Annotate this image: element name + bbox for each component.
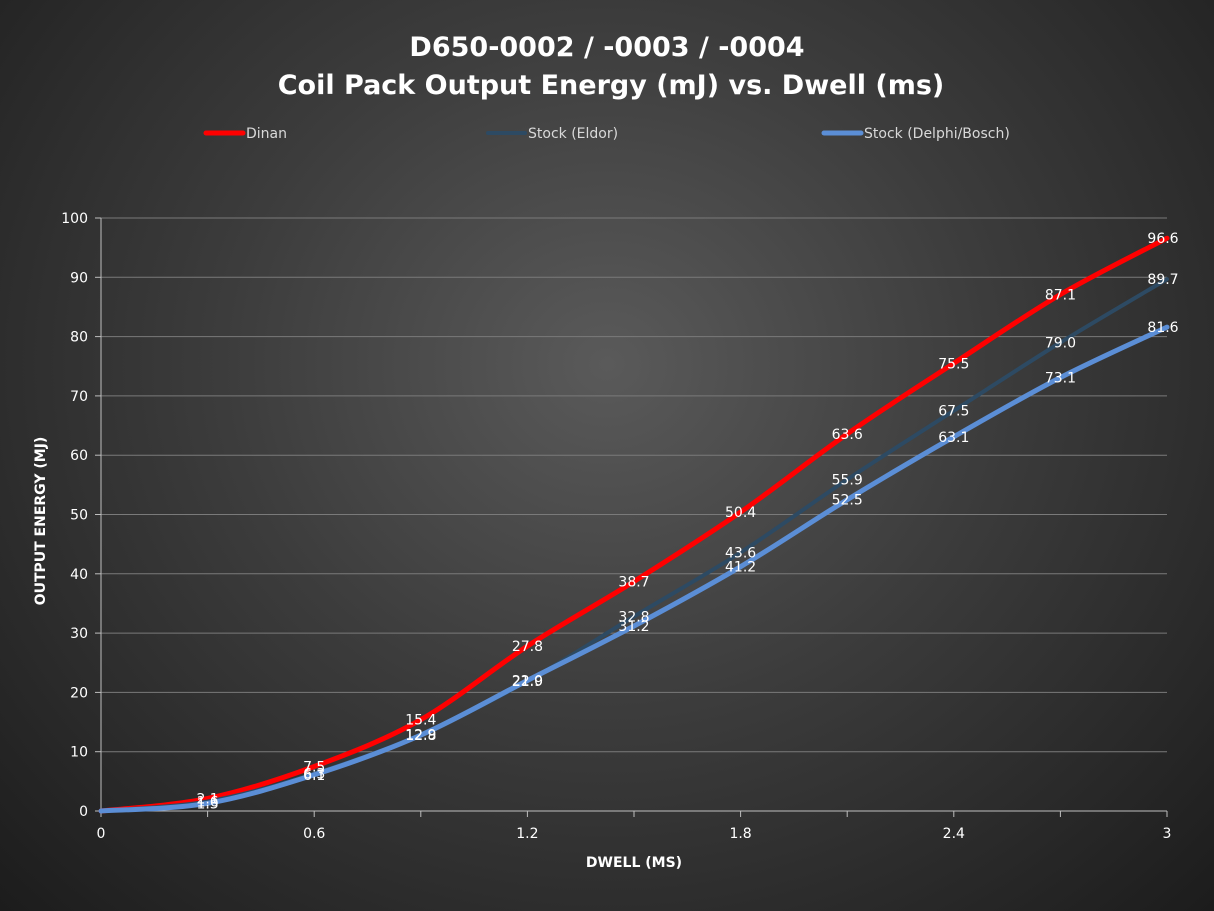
x-tick-label: 0 (97, 826, 106, 842)
data-label: 31.2 (618, 619, 649, 635)
gridlines (101, 217, 1167, 753)
x-tick-label: 2.4 (943, 826, 965, 842)
y-tick-label: 70 (70, 389, 88, 405)
y-tick-label: 100 (61, 211, 88, 227)
data-label: 52.5 (832, 493, 863, 509)
data-label: 63.1 (938, 430, 969, 446)
data-label: 6.1 (303, 768, 325, 784)
x-tick-label: 1.2 (516, 826, 538, 842)
data-label: 1.3 (196, 796, 218, 812)
series-line-dinan (98, 235, 1170, 814)
y-tick-label: 0 (79, 804, 88, 820)
data-label: 50.4 (725, 505, 756, 521)
data-label: 75.5 (938, 356, 969, 372)
series-line-stock-delphi-bosch- (98, 324, 1170, 814)
x-tick-label: 0.6 (303, 826, 325, 842)
y-tick-label: 90 (70, 270, 88, 286)
series-line-stock-eldor- (99, 277, 1169, 813)
data-label: 63.6 (832, 427, 863, 443)
y-tick-label: 50 (70, 508, 88, 524)
data-label: 12.8 (405, 728, 436, 744)
y-tick-label: 20 (70, 685, 88, 701)
chart-title-line1: D650-0002 / -0003 / -0004 (409, 32, 804, 63)
data-label: 6.3 (303, 767, 325, 783)
x-axis-title: DWELL (MS) (586, 855, 682, 871)
data-labels: 2.1 7.5 15.4 27.8 38.7 50.4 63.6 75.5 87.1 96.6 1.… (196, 231, 1178, 812)
data-label: 32.8 (618, 609, 649, 625)
chart-title-line2: Coil Pack Output Energy (mJ) vs. Dwell (… (278, 70, 945, 101)
data-label: 2.1 (196, 792, 218, 808)
legend-entry: Stock (Eldor) (528, 126, 618, 142)
tick-labels: 0 10 20 30 40 50 60 70 80 90 100 0 0.6 1.2 1.8 2.4 3 (61, 211, 1171, 842)
data-label: 73.1 (1045, 371, 1076, 387)
legend-entry: Dinan (246, 126, 287, 142)
data-label: 79.0 (1045, 336, 1076, 352)
axes (95, 217, 1168, 817)
data-label: 87.1 (1045, 287, 1076, 303)
y-axis-title: OUTPUT ENERGY (MJ) (33, 437, 49, 606)
data-label: 21.9 (512, 674, 543, 690)
data-label: 55.9 (832, 473, 863, 489)
data-label: 15.4 (405, 713, 436, 729)
y-tick-label: 40 (70, 567, 88, 583)
y-tick-label: 80 (70, 330, 88, 346)
data-label: 67.5 (938, 404, 969, 420)
x-tick-label: 3 (1163, 826, 1172, 842)
data-label: 7.5 (303, 760, 325, 776)
data-label: 89.7 (1147, 272, 1178, 288)
y-tick-label: 60 (70, 448, 88, 464)
data-label: 41.2 (725, 560, 756, 576)
legend-entry: Stock (Delphi/Bosch) (864, 126, 1010, 142)
data-label: 43.6 (725, 545, 756, 561)
data-label: 1.6 (196, 795, 218, 811)
data-label: 27.8 (512, 639, 543, 655)
data-label: 96.6 (1147, 231, 1178, 247)
legend: Dinan Stock (Eldor) Stock (Delphi/Bosch) (203, 126, 1010, 142)
data-label: 81.6 (1147, 320, 1178, 336)
data-label: 22.0 (512, 674, 543, 690)
y-tick-label: 30 (70, 626, 88, 642)
data-label: 38.7 (618, 575, 649, 591)
data-label: 12.9 (405, 728, 436, 744)
x-tick-label: 1.8 (729, 826, 751, 842)
series-lines (98, 235, 1170, 814)
y-tick-label: 10 (70, 745, 88, 761)
